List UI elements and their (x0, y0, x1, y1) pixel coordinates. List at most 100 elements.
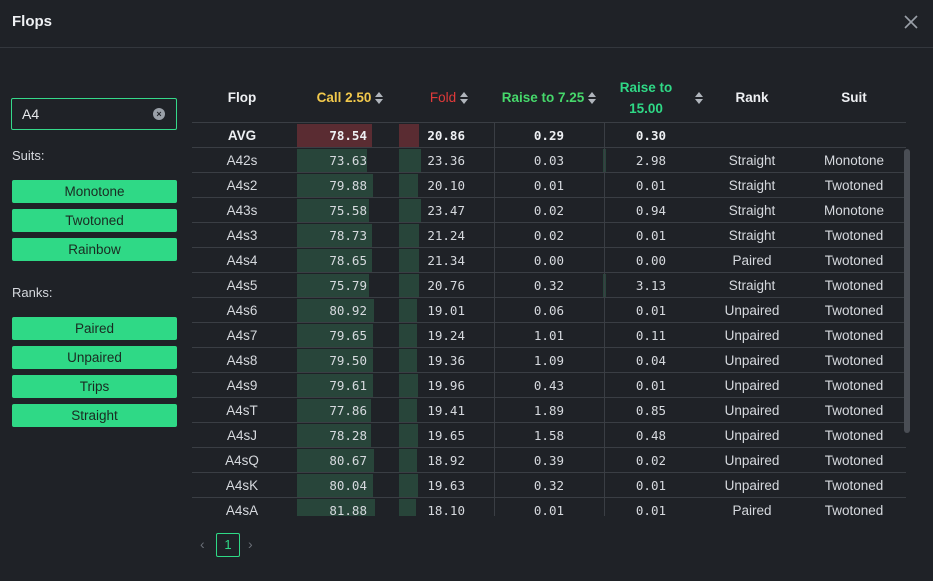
raise-725-cell: 0.03 (533, 153, 564, 168)
call-frequency-bar (297, 174, 373, 197)
suit-cell: Twotoned (824, 378, 884, 393)
raise-15-cell: 0.01 (635, 478, 666, 493)
flop-cell: A4sQ (225, 453, 259, 468)
column-divider (494, 448, 495, 473)
raise-725-cell: 0.29 (533, 128, 564, 143)
fold-frequency-bar (399, 124, 419, 147)
fold-cell: 23.47 (427, 203, 465, 218)
call-cell: 78.54 (329, 128, 367, 143)
column-divider (604, 123, 605, 148)
filter-twotoned-button[interactable]: Twotoned (12, 209, 177, 232)
column-divider (494, 273, 495, 298)
table-row[interactable]: A4s7 79.65 19.24 1.01 0.11 Unpaired Twotoned (192, 323, 906, 348)
table-row[interactable]: A4s8 79.50 19.36 1.09 0.04 Unpaired Twotoned (192, 348, 906, 373)
suit-cell: Twotoned (824, 303, 884, 318)
table-row[interactable]: A4sJ 78.28 19.65 1.58 0.48 Unpaired Twotoned (192, 423, 906, 448)
table-row[interactable]: A43s 75.58 23.47 0.02 0.94 Straight Monotone (192, 198, 906, 223)
column-header-call[interactable]: Call 2.50 (297, 72, 403, 123)
sort-icon[interactable] (695, 91, 703, 104)
column-divider (604, 423, 605, 448)
column-divider (604, 173, 605, 198)
table-row[interactable]: A4s6 80.92 19.01 0.06 0.01 Unpaired Twotoned (192, 298, 906, 323)
search-box[interactable]: × (11, 98, 177, 130)
flop-cell: A4s7 (226, 328, 258, 343)
fold-cell: 19.24 (427, 328, 465, 343)
rank-cell: Straight (728, 228, 776, 243)
filter-paired-button[interactable]: Paired (12, 317, 177, 340)
average-row: AVG 78.54 20.86 0.29 0.30 (192, 123, 906, 148)
filter-trips-button[interactable]: Trips (12, 375, 177, 398)
column-label: Rank (735, 90, 769, 105)
table-row[interactable]: A4sT 77.86 19.41 1.89 0.85 Unpaired Twotoned (192, 398, 906, 423)
column-header-flop[interactable]: Flop (192, 72, 292, 123)
table-row[interactable]: A4s3 78.73 21.24 0.02 0.01 Straight Twotoned (192, 223, 906, 248)
call-frequency-bar (297, 374, 373, 397)
sort-icon[interactable] (460, 91, 469, 104)
column-divider (494, 173, 495, 198)
raise-725-cell: 0.01 (533, 503, 564, 516)
table-row[interactable]: A4s5 75.79 20.76 0.32 3.13 Straight Twotoned (192, 273, 906, 298)
call-frequency-bar (297, 274, 369, 297)
clear-icon[interactable]: × (153, 108, 165, 120)
fold-frequency-bar (399, 199, 421, 222)
close-icon[interactable] (903, 12, 919, 32)
fold-frequency-bar (399, 424, 418, 447)
fold-frequency-bar (399, 499, 416, 516)
rank-cell: Unpaired (724, 478, 780, 493)
table-row[interactable]: A4sA 81.88 18.10 0.01 0.01 Paired Twotoned (192, 498, 906, 516)
fold-cell: 18.92 (427, 453, 465, 468)
column-header-raise-15[interactable]: Raise to 15.00 (604, 72, 710, 123)
next-page-icon[interactable]: › (248, 536, 253, 552)
column-divider (604, 248, 605, 273)
column-header-raise-725[interactable]: Raise to 7.25 (494, 72, 604, 123)
suit-cell: Twotoned (824, 503, 884, 516)
call-frequency-bar (297, 474, 373, 497)
filter-rainbow-button[interactable]: Rainbow (12, 238, 177, 261)
fold-frequency-bar (399, 299, 417, 322)
filter-monotone-button[interactable]: Monotone (12, 180, 177, 203)
table-row[interactable]: A4sQ 80.67 18.92 0.39 0.02 Unpaired Twotoned (192, 448, 906, 473)
prev-page-icon[interactable]: ‹ (200, 536, 205, 552)
raise-725-cell: 0.32 (533, 278, 564, 293)
rank-cell: Unpaired (724, 428, 780, 443)
raise-725-cell: 1.89 (533, 403, 564, 418)
column-divider (604, 273, 605, 298)
call-frequency-bar (297, 124, 372, 147)
table-row[interactable]: A4s2 79.88 20.10 0.01 0.01 Straight Twotoned (192, 173, 906, 198)
raise-15-cell: 0.04 (635, 353, 666, 368)
suit-cell: Twotoned (824, 253, 884, 268)
suit-cell: Twotoned (824, 278, 884, 293)
filter-unpaired-button[interactable]: Unpaired (12, 346, 177, 369)
column-label: Flop (227, 90, 257, 105)
table-row[interactable]: A4s9 79.61 19.96 0.43 0.01 Unpaired Twotoned (192, 373, 906, 398)
column-divider (604, 298, 605, 323)
filter-straight-button[interactable]: Straight (12, 404, 177, 427)
suit-cell: Twotoned (824, 453, 884, 468)
column-divider (604, 398, 605, 423)
fold-frequency-bar (399, 224, 419, 247)
call-frequency-bar (297, 499, 375, 516)
raise-725-cell: 1.01 (533, 328, 564, 343)
column-divider (494, 398, 495, 423)
page-1-button[interactable]: 1 (216, 533, 240, 557)
fold-frequency-bar (399, 149, 421, 172)
sort-icon[interactable] (375, 91, 384, 104)
search-input[interactable] (22, 105, 150, 123)
call-cell: 73.63 (329, 153, 367, 168)
column-divider (604, 448, 605, 473)
call-cell: 75.79 (329, 278, 367, 293)
fold-frequency-bar (399, 349, 417, 372)
raise-15-cell: 0.94 (635, 203, 666, 218)
call-frequency-bar (297, 449, 374, 472)
rank-cell: Straight (728, 278, 776, 293)
table-row[interactable]: A4sK 80.04 19.63 0.32 0.01 Unpaired Twotoned (192, 473, 906, 498)
fold-cell: 19.65 (427, 428, 465, 443)
column-divider (494, 148, 495, 173)
table-row[interactable]: A4s4 78.65 21.34 0.00 0.00 Paired Twotoned (192, 248, 906, 273)
table-scrollbar[interactable] (904, 149, 910, 433)
table-row[interactable]: A42s 73.63 23.36 0.03 2.98 Straight Monotone (192, 148, 906, 173)
column-header-fold[interactable]: Fold (404, 72, 494, 123)
column-header-rank: Rank (702, 72, 802, 123)
sort-icon[interactable] (588, 91, 597, 104)
fold-cell: 18.10 (427, 503, 465, 516)
